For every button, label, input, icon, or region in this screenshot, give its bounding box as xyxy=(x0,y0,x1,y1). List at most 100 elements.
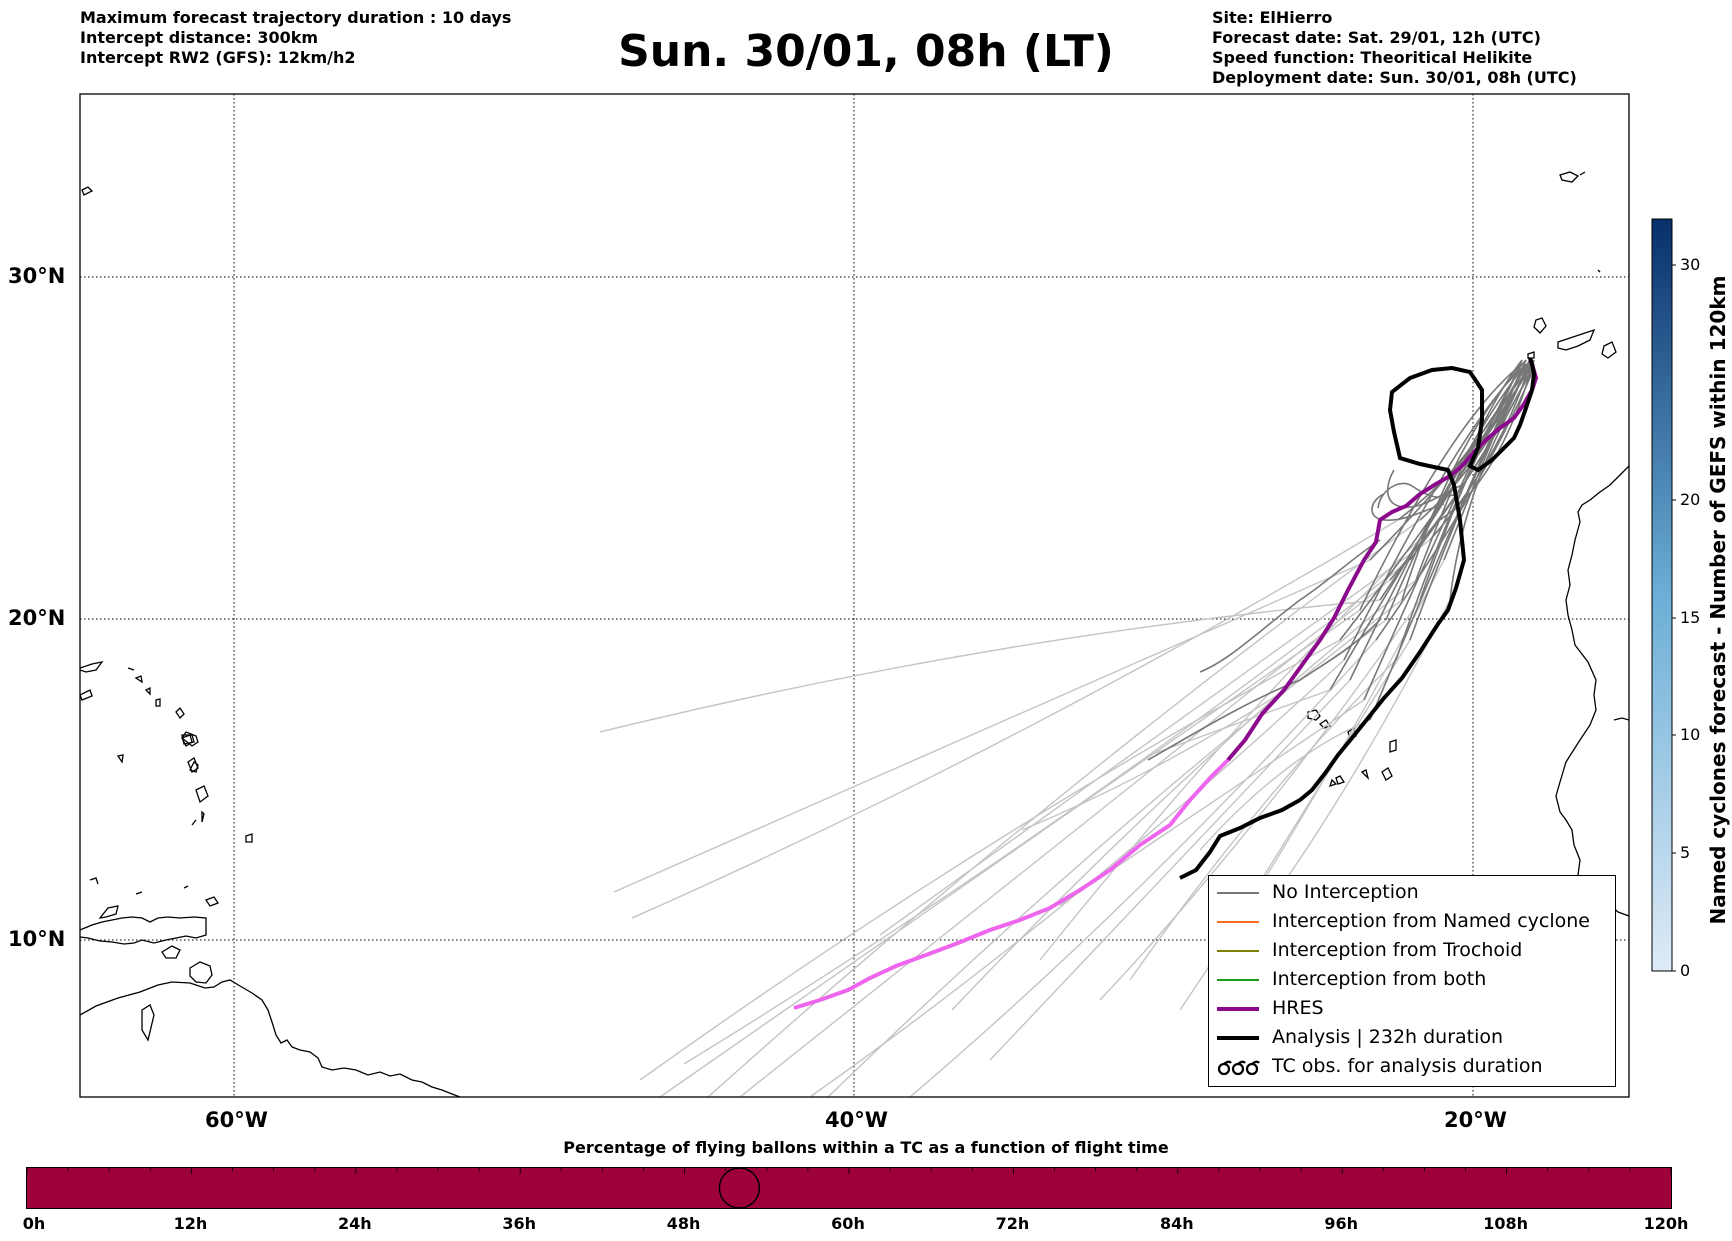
island-antigua xyxy=(175,706,185,720)
south-america-coast xyxy=(80,979,461,1097)
colorbar-tick-10: 10 xyxy=(1680,725,1701,744)
ensemble-track-early xyxy=(1369,359,1527,721)
island-barbados xyxy=(245,833,253,843)
flight-bar-tick-label: 72h xyxy=(995,1214,1030,1233)
flight-bar-canvas xyxy=(27,1168,1671,1208)
ensemble-track-late xyxy=(1199,719,1371,851)
lat-label-20n: 20°N xyxy=(8,606,66,630)
ensemble-track-late xyxy=(951,579,1417,1011)
hres-track-late xyxy=(793,758,1230,1010)
africa-coast xyxy=(1555,465,1629,917)
legend-label-no-interception: No Interception xyxy=(1272,881,1419,903)
ensemble-track-late xyxy=(659,609,1361,1097)
tc-symbol-icon xyxy=(1217,1060,1260,1076)
hres-track-early xyxy=(1226,359,1539,762)
island-st-vincent xyxy=(201,810,205,823)
island-bonaire xyxy=(135,891,143,895)
coastlines xyxy=(80,171,1629,1097)
legend-label-analysis: Analysis | 232h duration xyxy=(1272,1026,1504,1048)
legend: No Interception Interception from Named … xyxy=(1208,875,1616,1087)
legend-item-hres: HRES xyxy=(1209,995,1615,1024)
legend-swatch-hres xyxy=(1217,1007,1259,1011)
ensemble-track-late xyxy=(683,559,1411,1065)
legend-item-named-cyclone: Interception from Named cyclone xyxy=(1209,908,1615,937)
flight-bar-tick-label: 84h xyxy=(1159,1214,1194,1233)
island-marie-galante xyxy=(181,734,195,745)
legend-swatch-trochoid xyxy=(1217,950,1259,952)
lat-label-30n: 30°N xyxy=(8,264,66,288)
island-guadeloupe-2 xyxy=(181,731,199,747)
legend-swatch-named-cyclone xyxy=(1217,921,1259,923)
island-boa-vista xyxy=(1381,767,1393,781)
legend-item-analysis: Analysis | 232h duration xyxy=(1209,1024,1615,1053)
colorbar-tick-0: 0 xyxy=(1680,961,1691,980)
flight-bar-tick-label: 0h xyxy=(22,1214,46,1233)
speed-function-text: Speed function: Theoritical Helikite xyxy=(1212,48,1533,67)
island-anguilla xyxy=(144,686,151,696)
ensemble-track-early xyxy=(1199,539,1381,673)
colorbar-title: Named cyclones forecast - Number of GEFS… xyxy=(1706,275,1730,925)
lat-label-10n: 10°N xyxy=(8,927,66,951)
flight-bar-tick-label: 24h xyxy=(337,1214,372,1233)
colorbar-tick-5: 5 xyxy=(1680,843,1691,862)
legend-label-trochoid: Interception from Trochoid xyxy=(1272,939,1523,961)
ensemble-late-tracks xyxy=(599,519,1451,1097)
ensemble-track-late xyxy=(599,599,1381,733)
analysis-track xyxy=(1179,357,1537,880)
ensemble-track-late xyxy=(1039,519,1441,961)
legend-swatch-no-interception xyxy=(1217,892,1259,894)
flight-bar-tick-label: 12h xyxy=(173,1214,208,1233)
orinoco-coast xyxy=(141,1004,155,1042)
island-madeira xyxy=(1559,171,1580,183)
header-right-info: Site: ElHierro Forecast date: Sat. 29/01… xyxy=(1212,8,1577,88)
flight-bar-tick-label: 36h xyxy=(502,1214,537,1233)
ensemble-track-late xyxy=(879,539,1431,936)
site-text: Site: ElHierro xyxy=(1212,8,1333,27)
caribbean-coast xyxy=(80,916,207,945)
ensemble-track-late xyxy=(639,639,1341,1081)
ensemble-track-late xyxy=(631,519,1399,919)
max-duration-text: Maximum forecast trajectory duration : 1… xyxy=(80,8,512,27)
lon-label-20w: 20°W xyxy=(1444,1108,1507,1132)
flight-bar-tick-label: 108h xyxy=(1483,1214,1528,1233)
island-fogo xyxy=(1335,775,1346,785)
ensemble-track-late xyxy=(707,519,1421,1097)
legend-item-no-interception: No Interception xyxy=(1209,879,1615,908)
ensemble-track-late xyxy=(989,679,1351,1061)
island-curacao xyxy=(98,905,119,919)
header-left-info: Maximum forecast trajectory duration : 1… xyxy=(80,8,511,68)
island-virgin-1 xyxy=(127,667,135,671)
island-tobago xyxy=(205,896,219,907)
intercept-rw2-text: Intercept RW2 (GFS): 12km/h2 xyxy=(80,48,356,67)
island-santiago xyxy=(1360,769,1370,781)
island-trinidad xyxy=(161,945,181,959)
legend-item-trochoid: Interception from Trochoid xyxy=(1209,937,1615,966)
ensemble-track-late xyxy=(613,559,1371,893)
legend-item-tc-obs: TC obs. for analysis duration xyxy=(1209,1053,1615,1082)
lon-label-40w: 40°W xyxy=(825,1108,888,1132)
island-sao-vicente xyxy=(1318,719,1332,729)
island-hispaniola xyxy=(80,661,104,673)
lon-label-60w: 60°W xyxy=(205,1108,268,1132)
legend-label-named-cyclone: Interception from Named cyclone xyxy=(1272,910,1590,932)
island-selvagens xyxy=(1597,269,1601,273)
ensemble-track-late xyxy=(909,639,1377,1097)
island-bermuda xyxy=(81,186,94,196)
flight-bar-tick-label: 120h xyxy=(1643,1214,1689,1233)
island-gran-canaria xyxy=(1601,341,1617,359)
island-trinidad-main xyxy=(189,961,213,984)
flight-time-marker xyxy=(718,1168,761,1208)
ensemble-track-late xyxy=(827,599,1403,1097)
island-montserrat xyxy=(116,754,124,764)
island-grenadines xyxy=(191,819,197,826)
ensemble-track-early xyxy=(1147,619,1381,761)
ensemble-track-late xyxy=(1129,659,1397,981)
ensemble-track-early xyxy=(1329,363,1535,691)
ensemble-track-late xyxy=(1099,599,1421,1001)
ensemble-track-early xyxy=(1359,363,1523,611)
ensemble-track-late xyxy=(739,579,1391,1097)
colorbar-tick-15: 15 xyxy=(1680,608,1701,627)
island-aruba xyxy=(89,877,99,885)
island-puerto-rico-west xyxy=(80,689,93,701)
map-frame xyxy=(79,93,1630,1098)
